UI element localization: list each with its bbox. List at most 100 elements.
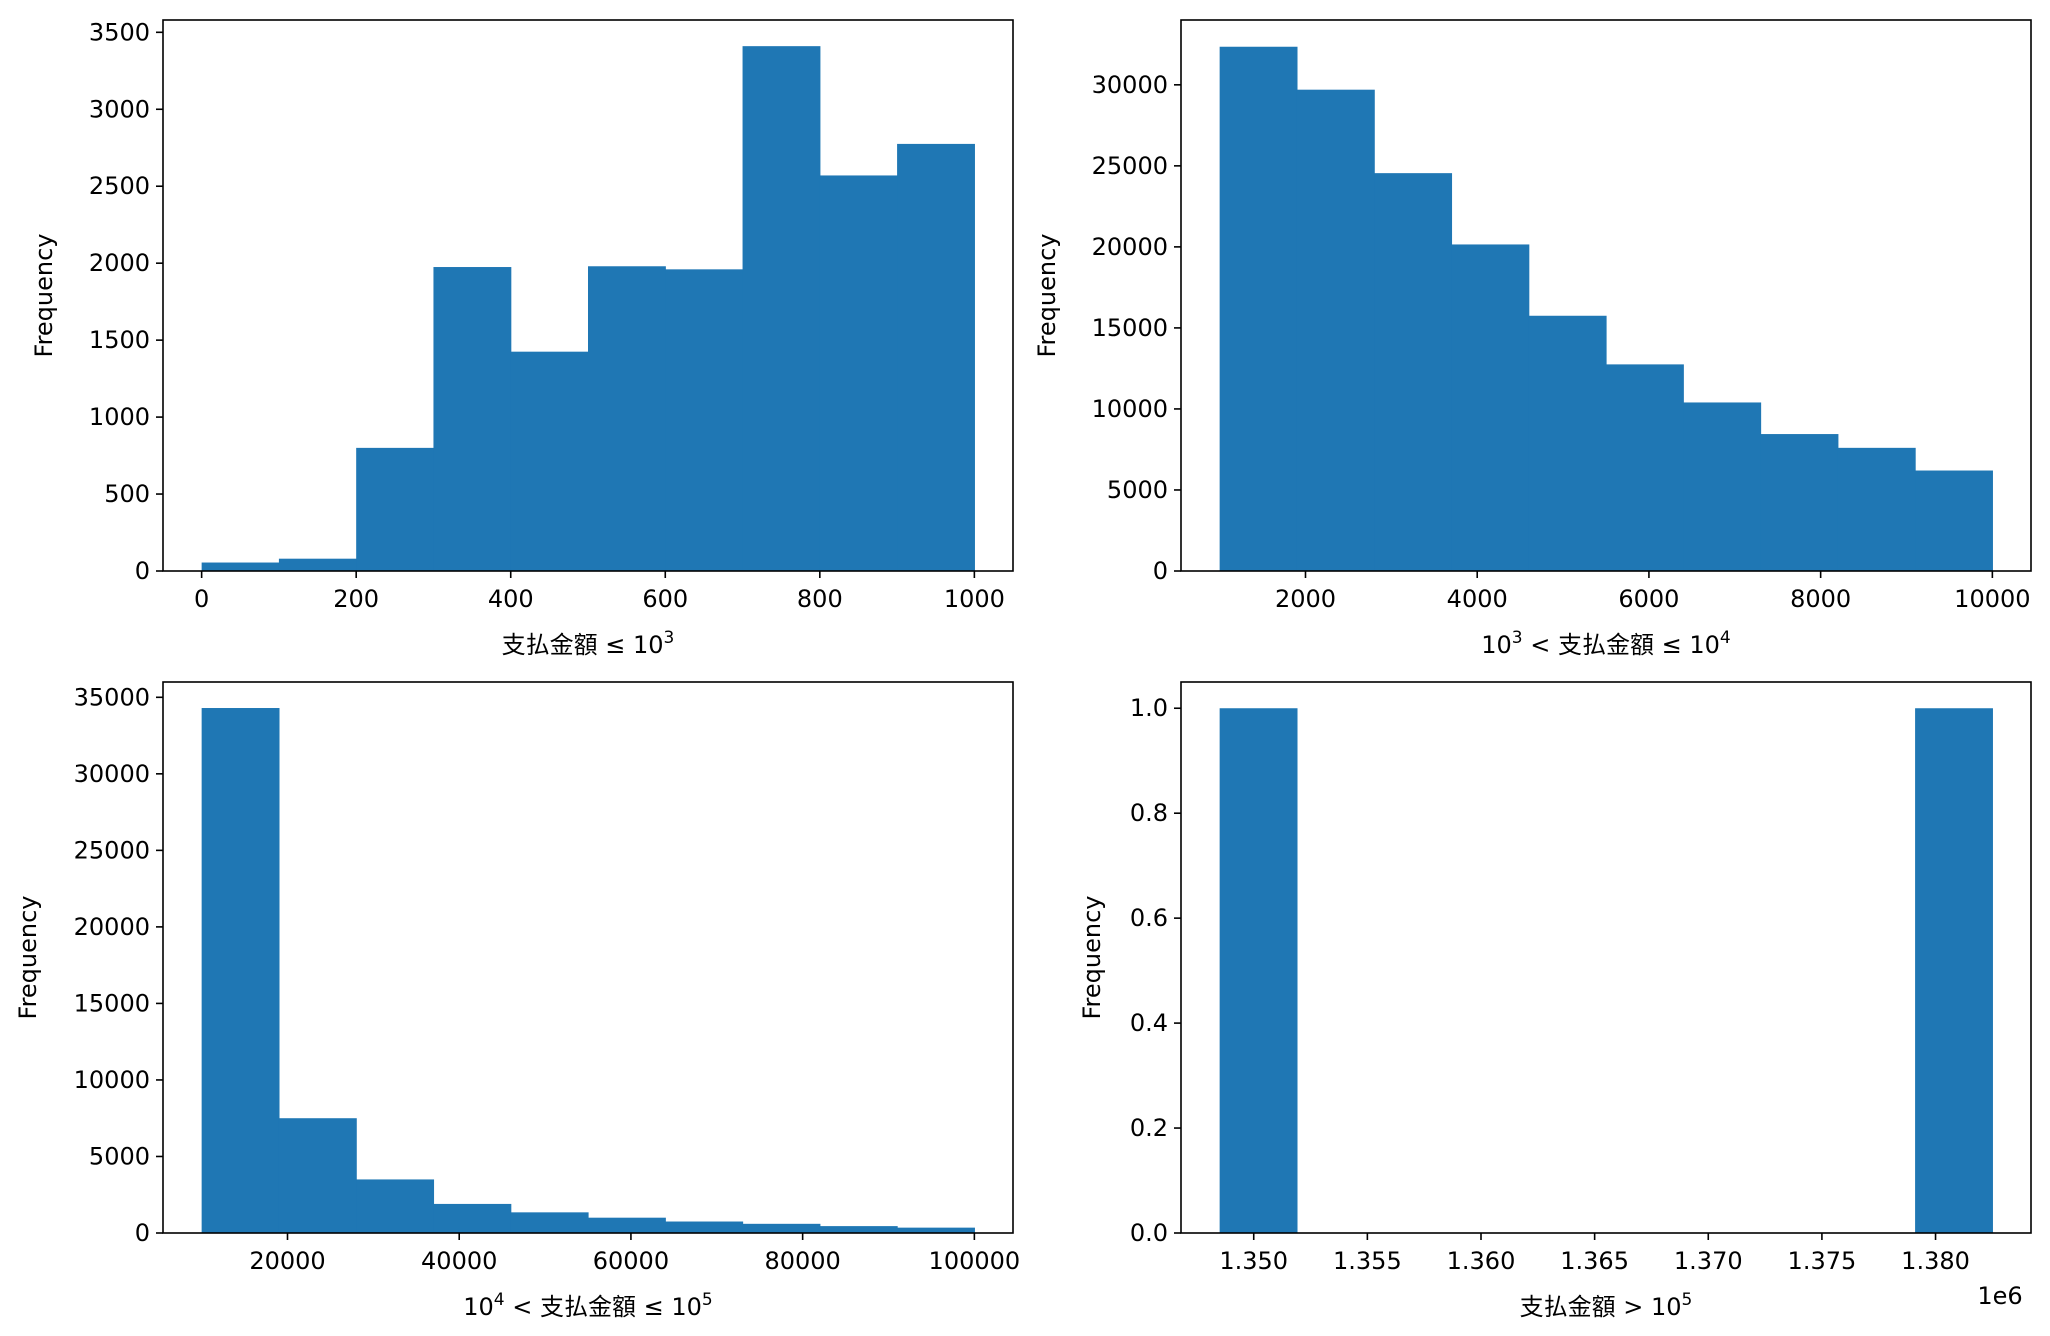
histogram-bar [742,1223,821,1233]
y-tick-label: 0.2 [1130,1114,1168,1142]
x-tick-label: 1.355 [1333,1247,1402,1275]
histogram-bar [1837,447,1916,571]
y-tick-label: 5000 [89,1142,150,1170]
x-axis-label: 103 < 支払金額 ≤ 104 [1481,628,1730,659]
y-axis-label: Frequency [30,234,58,358]
histogram-bar [1606,364,1684,572]
histogram-bar [897,143,975,571]
x-tick-label: 10000 [1954,585,2030,613]
x-tick-label: 600 [642,585,688,613]
histogram-bar [588,1217,666,1233]
y-tick-label: 35000 [74,683,150,711]
histogram-bar [510,1212,589,1233]
y-tick-label: 0.4 [1130,1009,1168,1037]
y-tick-label: 15000 [74,989,150,1017]
x-tick-label: 200 [333,585,379,613]
y-tick-label: 0.6 [1130,904,1168,932]
x-tick-label: 60000 [593,1247,669,1275]
histogram-bar [356,447,435,571]
y-tick-label: 0 [1153,557,1168,585]
x-tick-label: 6000 [1618,585,1679,613]
histogram-bar [1451,244,1530,571]
histogram-bar [1683,402,1762,571]
histogram-bar [1528,315,1607,571]
histogram-bar [1296,89,1375,571]
histogram-bar [1760,434,1839,571]
axes-frame [1180,681,2032,1234]
y-tick-label: 10000 [1092,395,1168,423]
y-tick-label: 1.0 [1130,694,1168,722]
histogram-bar [897,1227,975,1233]
y-tick-label: 5000 [1107,476,1168,504]
histogram-bar [1915,708,1993,1233]
x-tick-label: 800 [797,585,843,613]
histogram-bar [665,1221,744,1233]
axes-frame [1180,19,2032,572]
histogram-panel-payment-1e4-to-1e5: 20000 40000 60000 80000 100000 0 5000 10000 1500… [14,681,1021,1321]
histogram-bar [819,175,898,571]
histogram-bar [278,558,357,571]
histogram-panel-payment-gt-1e5: 1.350 1.355 1.360 1.365 1.370 1.375 1.380 0.0 0.… [1078,681,2032,1321]
histogram-bar [1219,46,1298,572]
x-tick-label: 40000 [421,1247,497,1275]
x-tick-label: 80000 [764,1247,840,1275]
histogram-bar [665,269,744,571]
x-tick-label: 1.380 [1901,1247,1970,1275]
y-tick-label: 20000 [1092,233,1168,261]
histogram-panel-payment-le-1e3: 0 200 400 600 800 1000 0 500 1000 1500 2000 2500 300… [30,18,1014,659]
y-tick-label: 500 [104,480,150,508]
histogram-bar [819,1226,898,1233]
histogram-bar [433,267,512,571]
y-axis-label: Frequency [14,896,42,1020]
y-tick-label: 0 [135,557,150,585]
histogram-bar [1915,470,1993,571]
histogram-bar [1374,173,1453,571]
x-tick-label: 100000 [929,1247,1021,1275]
x-axis-offset-label: 1e6 [1977,1282,2022,1310]
x-tick-label: 1.365 [1560,1247,1629,1275]
y-tick-label: 2500 [89,172,150,200]
x-tick-label: 400 [488,585,534,613]
histogram-bar [588,266,666,571]
x-tick-label: 2000 [1275,585,1336,613]
y-tick-label: 25000 [1092,152,1168,180]
y-tick-label: 20000 [74,913,150,941]
histogram-bar [742,46,821,572]
x-tick-label: 1000 [944,585,1005,613]
y-tick-label: 1500 [89,326,150,354]
histogram-bar [201,562,280,571]
y-tick-label: 30000 [1092,71,1168,99]
x-axis-label: 支払金額 ≤ 103 [502,628,675,659]
y-tick-label: 1000 [89,403,150,431]
y-tick-label: 30000 [74,760,150,788]
y-tick-label: 15000 [1092,314,1168,342]
axes-frame [162,681,1014,1234]
x-tick-label: 1.375 [1788,1247,1857,1275]
histogram-bar [356,1179,435,1233]
y-tick-label: 0.8 [1130,799,1168,827]
histogram-bar [433,1203,512,1233]
histogram-panel-payment-1e3-to-1e4: 2000 4000 6000 8000 10000 0 5000 10000 15000 2000… [1033,19,2032,659]
x-tick-label: 1.360 [1447,1247,1516,1275]
y-tick-label: 0.0 [1130,1219,1168,1247]
x-tick-label: 8000 [1790,585,1851,613]
y-axis-label: Frequency [1033,234,1061,358]
x-tick-label: 4000 [1447,585,1508,613]
histogram-bar [1219,708,1298,1233]
y-tick-label: 3500 [89,18,150,46]
y-tick-label: 25000 [74,836,150,864]
histogram-bar [510,351,589,571]
x-tick-label: 1.370 [1674,1247,1743,1275]
histogram-bar [201,708,280,1233]
x-tick-label: 1.350 [1219,1247,1288,1275]
x-tick-label: 0 [194,585,209,613]
y-tick-label: 10000 [74,1066,150,1094]
y-axis-label: Frequency [1078,896,1106,1020]
x-tick-label: 20000 [249,1247,325,1275]
y-tick-label: 2000 [89,249,150,277]
x-axis-label: 104 < 支払金額 ≤ 105 [463,1290,712,1321]
histogram-bar [278,1118,357,1233]
y-tick-label: 0 [135,1219,150,1247]
y-tick-label: 3000 [89,95,150,123]
